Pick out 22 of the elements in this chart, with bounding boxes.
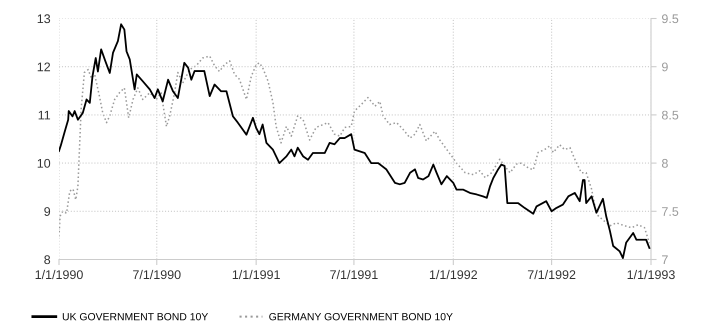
legend-label: GERMANY GOVERNMENT BOND 10Y [269, 312, 453, 320]
y2-tick-label: 8.5 [662, 110, 678, 120]
y-tick-label: 11 [38, 110, 50, 120]
y-tick-label: 13 [38, 14, 50, 24]
y2-tick-label: 9.5 [662, 14, 678, 24]
y2-tick-label: 8 [662, 158, 668, 168]
x-tick-label: 1/1/1990 [36, 270, 83, 280]
x-tick-label: 7/1/1992 [528, 270, 576, 280]
line-series [59, 55, 650, 244]
y-tick-label: 8 [44, 255, 50, 264]
y-tick-label: 10 [38, 158, 50, 168]
y-tick-label: 9 [44, 207, 50, 216]
y2-tick-label: 7.5 [662, 207, 678, 216]
x-tick-label: 7/1/1990 [133, 270, 181, 280]
legend-label: UK GOVERNMENT BOND 10Y [62, 312, 208, 320]
x-tick-label: 1/1/1993 [628, 270, 675, 280]
y2-tick-label: 7 [662, 255, 668, 264]
x-tick-label: 7/1/1991 [330, 270, 378, 280]
x-tick-label: 1/1/1992 [430, 270, 478, 280]
y-tick-label: 12 [38, 62, 50, 72]
y2-tick-label: 9 [662, 62, 668, 72]
x-tick-label: 1/1/1991 [232, 270, 280, 280]
